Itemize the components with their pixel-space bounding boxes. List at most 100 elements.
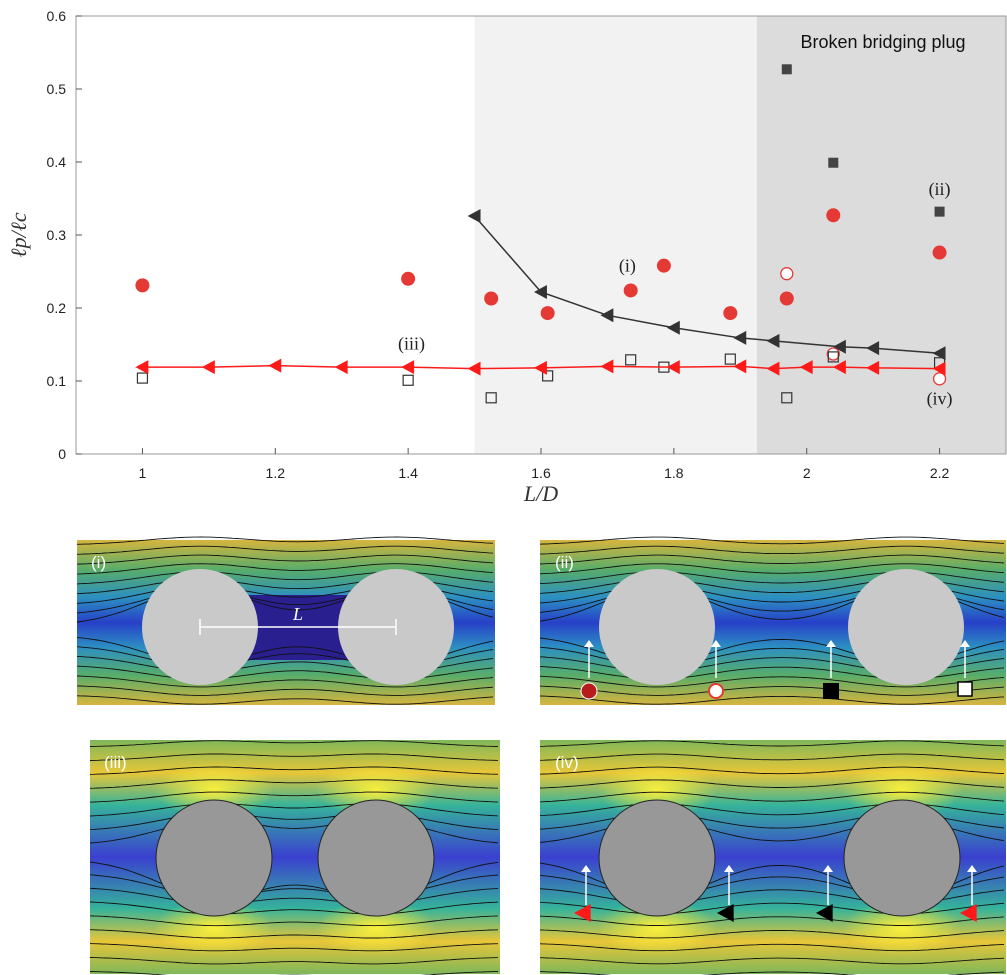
data-point-triangle xyxy=(866,341,880,356)
streamline xyxy=(539,571,1005,585)
chart-series xyxy=(135,64,947,404)
marker-filled-square xyxy=(823,683,839,699)
streamline xyxy=(539,957,1005,965)
data-point-triangle xyxy=(766,333,780,348)
streamline xyxy=(76,563,494,575)
data-point-triangle xyxy=(534,360,547,375)
data-point-open-square xyxy=(402,374,414,386)
panel-iv-glow xyxy=(842,900,962,956)
chart-annotation: (i) xyxy=(619,256,636,277)
streamline xyxy=(539,929,1005,939)
streamline xyxy=(89,887,499,905)
x-tick-label: 1.2 xyxy=(266,465,286,481)
streamline xyxy=(539,740,1005,747)
streamline xyxy=(76,571,494,585)
streamline xyxy=(89,819,499,844)
up-arrow-head xyxy=(826,640,836,647)
panel-iii-cylinder-left xyxy=(155,799,273,917)
data-point-triangle xyxy=(666,360,680,375)
data-point-triangle xyxy=(932,346,946,361)
streamline xyxy=(89,874,499,897)
data-point-triangle xyxy=(534,284,547,299)
data-point-open-square xyxy=(625,354,637,366)
panel-i-label: (i) xyxy=(91,553,106,572)
streamline xyxy=(539,753,1005,761)
data-point-triangle xyxy=(334,360,348,375)
data-point-triangle xyxy=(766,361,780,376)
panel-iii-glow xyxy=(316,900,436,956)
chart-annotation: (iv) xyxy=(927,388,953,409)
panel-ii-label: (ii) xyxy=(555,553,574,572)
streamline xyxy=(76,554,494,565)
streamline xyxy=(76,675,494,688)
up-arrow-head xyxy=(967,865,977,872)
up-arrow-head xyxy=(711,640,721,647)
data-point-triangle xyxy=(467,361,481,376)
streamline xyxy=(539,536,1005,545)
panel-iv-glow xyxy=(597,762,717,818)
data-point-open-square xyxy=(724,353,736,365)
panel-iv-glow xyxy=(842,762,962,818)
y-tick-label: 0 xyxy=(58,446,66,462)
data-point-open-square xyxy=(542,370,554,382)
marker-triangle xyxy=(960,904,977,922)
streamline xyxy=(89,779,499,789)
data-point-filled-circle xyxy=(723,306,738,321)
panel-i: L (i) xyxy=(76,536,495,705)
panel-ii: (ii) xyxy=(539,536,1006,705)
marker-triangle xyxy=(574,904,591,922)
data-point-open-square xyxy=(781,392,793,404)
data-point-triangle xyxy=(832,339,846,354)
data-point-filled-circle xyxy=(401,271,416,286)
streamline xyxy=(89,803,499,817)
streamline xyxy=(76,695,494,705)
data-point-triangle xyxy=(733,359,747,374)
data-point-triangle xyxy=(268,358,282,373)
data-point-triangle xyxy=(401,360,415,375)
data-point-triangle xyxy=(600,308,614,323)
data-point-triangle xyxy=(832,360,846,375)
streamline xyxy=(539,545,1005,555)
streamline xyxy=(539,779,1005,789)
panel-iii-glow xyxy=(154,762,274,818)
data-point-filled-circle xyxy=(932,245,947,260)
main-chart: 1 1.2 1.4 1.6 1.8 2 2.2 0 0.1 0.2 0.3 0.4 0.5 0.6 (i)… xyxy=(6,8,1007,506)
streamline xyxy=(539,915,1005,926)
streamline xyxy=(89,813,499,831)
up-arrow-head xyxy=(823,865,833,872)
panel-ii-markers xyxy=(580,640,973,700)
streamline xyxy=(89,740,499,747)
panel-ii-cylinder-right xyxy=(848,569,964,685)
streamline xyxy=(539,695,1005,705)
up-arrow-head xyxy=(584,640,594,647)
chart-annotations: (i) (ii) (iii) (iv) xyxy=(398,179,953,410)
panel-i-dimension-label: L xyxy=(292,604,303,624)
data-point-triangle xyxy=(135,360,149,375)
panel-iv-markers xyxy=(574,865,977,922)
x-tick-label: 2 xyxy=(803,465,811,481)
streamline xyxy=(539,971,1005,975)
y-tick-label: 0.1 xyxy=(47,373,67,389)
streamline xyxy=(89,791,499,803)
streamline xyxy=(539,766,1005,775)
marker-triangle xyxy=(717,904,734,922)
data-point-triangle xyxy=(932,361,946,376)
shaded-region xyxy=(756,16,1006,454)
data-point-filled-circle xyxy=(656,258,671,273)
data-point-filled-square xyxy=(828,157,839,168)
streamline xyxy=(539,901,1005,915)
panel-iv-glow xyxy=(597,900,717,956)
data-point-filled-circle xyxy=(826,208,841,223)
panel-iii-glow xyxy=(316,762,436,818)
panel-iii-field xyxy=(90,740,500,974)
region-label: Broken bridging plug xyxy=(800,32,965,52)
panel-iii-cylinder-right xyxy=(317,799,435,917)
data-point-open-circle xyxy=(932,372,947,386)
chart-annotation: (ii) xyxy=(929,179,951,200)
streamline xyxy=(539,675,1005,688)
x-tick-label: 1.6 xyxy=(531,465,551,481)
panel-iv-cylinder-left xyxy=(598,799,716,917)
streamline xyxy=(76,536,494,545)
streamline xyxy=(89,957,499,965)
streamline xyxy=(539,791,1005,803)
